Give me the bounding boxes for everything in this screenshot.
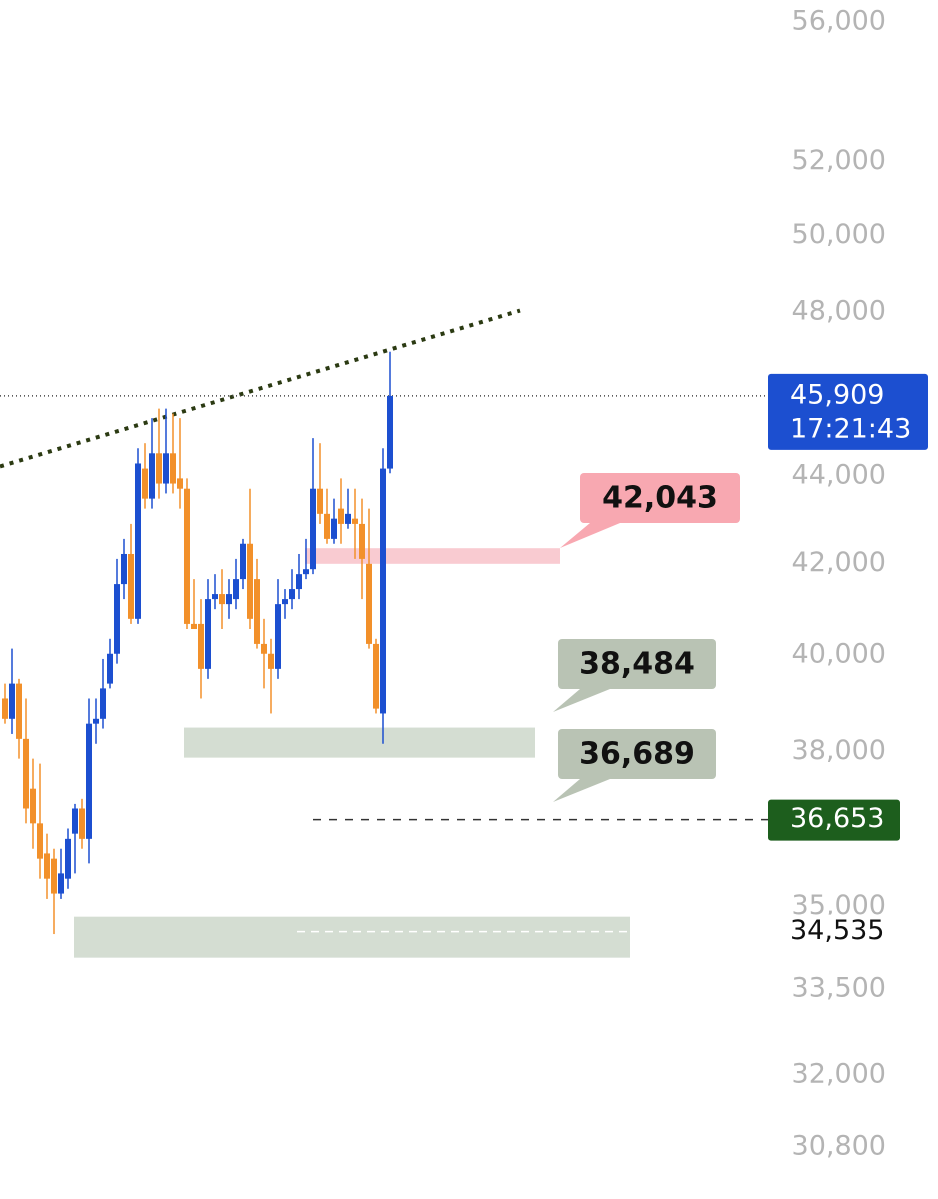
time-label: 17:21:43: [790, 413, 911, 444]
candle-body: [44, 853, 50, 879]
y-tick-label: 32,000: [792, 1059, 886, 1090]
candle-body: [86, 723, 92, 839]
candle-body: [142, 468, 148, 499]
price-label: 36,653: [790, 803, 884, 834]
candle-body: [149, 453, 155, 499]
callout-box: [558, 639, 716, 689]
candle-body: [9, 683, 15, 719]
candle-body: [65, 838, 71, 879]
price-label: 45,909: [790, 379, 884, 410]
candle-body: [380, 468, 386, 714]
callout-label: 42,043: [602, 481, 718, 516]
candle-body: [219, 594, 225, 605]
y-tick-label: 42,000: [792, 547, 886, 578]
candle-body: [205, 599, 211, 669]
callout-label: 36,689: [579, 737, 695, 772]
candle-body: [359, 523, 365, 559]
candle-body: [247, 543, 253, 619]
y-tick-label: 56,000: [792, 6, 886, 37]
zone: [305, 548, 560, 564]
candle-body: [2, 698, 8, 719]
candle-body: [128, 553, 134, 619]
price-label: 34,535: [790, 915, 884, 946]
price-box: [768, 373, 928, 450]
callout-box: [580, 473, 740, 523]
candle-body: [107, 653, 113, 684]
candle-body: [254, 579, 260, 644]
callout-label: 38,484: [579, 647, 695, 682]
candle-body: [310, 488, 316, 570]
candle-body: [268, 653, 274, 669]
y-tick-label: 52,000: [792, 145, 886, 176]
candle-body: [135, 463, 141, 619]
candle-body: [177, 478, 183, 489]
candle-body: [366, 563, 372, 644]
candle-body: [198, 623, 204, 669]
candle-body: [226, 594, 232, 605]
candle-body: [79, 808, 85, 839]
candle-body: [100, 688, 106, 719]
zone: [184, 727, 535, 758]
candle-body: [37, 823, 43, 859]
price-box: [780, 914, 900, 949]
zone: [74, 916, 630, 958]
y-tick-label: 38,000: [792, 735, 886, 766]
y-tick-label: 44,000: [792, 459, 886, 490]
callout-tail: [553, 689, 610, 712]
y-tick-label: 33,500: [792, 972, 886, 1003]
candle-body: [212, 594, 218, 600]
candle-body: [338, 508, 344, 524]
y-tick-label: 30,800: [792, 1130, 886, 1161]
candle-body: [275, 604, 281, 669]
candle-body: [261, 643, 267, 654]
candle-body: [93, 718, 99, 724]
candle-body: [303, 569, 309, 575]
candle-body: [352, 518, 358, 524]
candle-body: [30, 788, 36, 824]
y-tick-label: 48,000: [792, 296, 886, 327]
candle-body: [51, 858, 57, 894]
candle-body: [184, 488, 190, 624]
candle-body: [156, 453, 162, 484]
candle-body: [387, 395, 393, 469]
trend-line: [0, 308, 521, 469]
callout-tail: [553, 779, 610, 802]
candle-body: [331, 518, 337, 539]
candle-body: [296, 574, 302, 590]
callout-tail: [560, 523, 620, 548]
candle-body: [163, 453, 169, 484]
y-tick-label: 50,000: [792, 219, 886, 250]
candle-body: [191, 623, 197, 630]
candle-body: [72, 808, 78, 834]
candle-body: [16, 683, 22, 739]
candle-body: [240, 543, 246, 580]
candle-body: [373, 643, 379, 709]
candle-body: [170, 453, 176, 484]
candle-body: [114, 584, 120, 654]
candle-body: [58, 873, 64, 894]
candle-body: [324, 513, 330, 539]
candle-body: [23, 738, 29, 809]
price-box: [768, 799, 900, 841]
candle-body: [345, 513, 351, 524]
candle-body: [233, 579, 239, 600]
candle-body: [317, 488, 323, 514]
candle-body: [282, 599, 288, 605]
candle-body: [289, 589, 295, 600]
y-tick-label: 40,000: [792, 639, 886, 670]
callout-box: [558, 729, 716, 779]
candle-body: [121, 553, 127, 585]
